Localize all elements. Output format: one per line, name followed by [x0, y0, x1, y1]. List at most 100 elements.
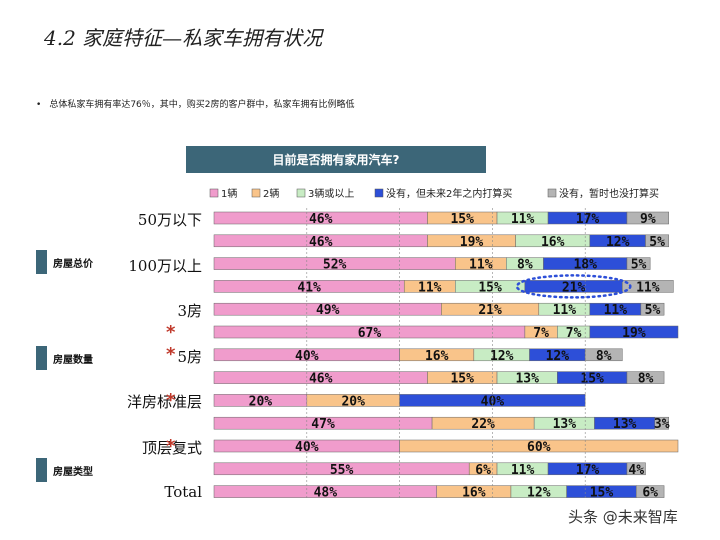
data-label: 13% — [515, 372, 539, 387]
star-marker: * — [166, 436, 176, 457]
page-title: 4.2 家庭特征—私家车拥有状况 — [44, 26, 323, 50]
data-label: 6% — [475, 463, 491, 478]
bullet-dot: • — [36, 100, 42, 110]
data-label: 16% — [541, 235, 565, 250]
data-label: 11% — [636, 280, 660, 295]
data-label: 15% — [478, 280, 502, 295]
data-label: 5% — [645, 303, 661, 318]
row-label: 洋房标准层 — [126, 393, 202, 412]
data-label: 52% — [323, 258, 347, 273]
data-label: 11% — [418, 280, 442, 295]
chart-title: 目前是否拥有家用汽车? — [186, 146, 486, 173]
row-label: 100万以上 — [128, 256, 202, 275]
bar-segment — [640, 302, 665, 316]
data-label: 11% — [553, 303, 577, 318]
data-label: 11% — [604, 303, 628, 318]
bar-segment — [645, 234, 669, 248]
highlight-ellipse — [515, 274, 632, 299]
data-label: 16% — [425, 349, 449, 364]
legend-label: 2辆 — [263, 187, 279, 200]
group-tag-type-label: 房屋类型 — [53, 466, 93, 478]
watermark: 头条 @未来智库 — [568, 508, 678, 526]
legend-swatch — [374, 188, 384, 198]
data-label: 11% — [469, 258, 493, 273]
group-tag-type: 房屋类型 — [36, 458, 154, 482]
data-label: 8% — [638, 372, 654, 387]
star-marker: * — [166, 322, 176, 343]
legend-swatch — [296, 188, 306, 198]
group-tag-quantity-label: 房屋数量 — [53, 354, 93, 366]
bar-segment — [626, 371, 665, 384]
bar-segment — [635, 485, 665, 498]
data-label: 12% — [490, 349, 514, 364]
data-label: 11% — [511, 463, 535, 478]
data-label: 16% — [462, 486, 486, 501]
data-label: 15% — [450, 212, 474, 227]
data-label: 3% — [654, 417, 670, 432]
row-label: 顶层复式 — [141, 439, 202, 457]
data-label: 6% — [642, 486, 658, 501]
data-label: 12% — [527, 486, 551, 501]
data-label: 15% — [450, 372, 474, 387]
summary-bullet: • 总体私家车拥有率达76％，其中，购买2房的客户群中，私家车拥有比例略低 — [36, 97, 355, 110]
data-label: 46% — [309, 372, 333, 387]
legend-label: 3辆或以上 — [308, 187, 354, 200]
bar-segment — [622, 280, 674, 293]
data-label: 49% — [316, 303, 340, 318]
data-label: 22% — [471, 417, 495, 432]
legend-swatch — [547, 188, 557, 198]
star-marker: * — [166, 344, 176, 365]
row-label: Total — [164, 482, 202, 501]
data-label: 20% — [341, 394, 365, 409]
data-label: 21% — [562, 280, 586, 295]
data-label: 7% — [533, 326, 549, 341]
data-label: 55% — [330, 463, 354, 478]
group-tag-price-label: 房屋总价 — [53, 258, 93, 270]
data-label: 17% — [576, 463, 600, 478]
row-label: 50万以下 — [137, 211, 202, 229]
data-label: 8% — [517, 258, 533, 273]
bar-segment — [589, 325, 679, 339]
legend-swatch — [209, 188, 219, 198]
row-label: 3房 — [177, 302, 202, 321]
star-marker: * — [166, 390, 176, 411]
bar-segment — [626, 211, 669, 225]
summary-text: 总体私家车拥有率达76％，其中，购买2房的客户群中，私家车拥有比例略低 — [49, 100, 355, 110]
data-label: 41% — [297, 280, 321, 295]
data-label: 9% — [640, 212, 656, 227]
data-label: 5% — [631, 258, 647, 273]
data-label: 47% — [311, 417, 335, 432]
data-label: 15% — [580, 372, 604, 387]
row-label: 5房 — [177, 347, 202, 366]
data-label: 60% — [527, 440, 551, 455]
group-tag-quantity: 房屋数量 — [36, 346, 154, 370]
group-tag-price: 房屋总价 — [36, 250, 154, 274]
data-label: 7% — [566, 326, 582, 341]
data-label: 48% — [314, 486, 338, 501]
bar-segment — [654, 416, 669, 430]
data-label: 4% — [628, 463, 644, 478]
data-label: 20% — [249, 394, 273, 409]
data-label: 5% — [649, 235, 665, 250]
data-label: 46% — [309, 212, 333, 227]
data-label: 8% — [596, 349, 612, 364]
legend-label: 没有，但未来2年之内打算买 — [386, 187, 512, 200]
data-label: 12% — [546, 349, 570, 364]
legend-swatch — [251, 188, 261, 198]
data-label: 11% — [511, 212, 535, 227]
data-label: 40% — [295, 440, 319, 455]
data-label: 12% — [606, 235, 630, 250]
data-label: 17% — [576, 212, 600, 227]
legend-label: 1辆 — [221, 187, 237, 200]
legend-label: 没有，暂时也没打算买 — [559, 187, 659, 200]
data-label: 19% — [460, 235, 484, 250]
data-label: 67% — [358, 326, 382, 341]
data-label: 13% — [553, 417, 577, 432]
data-label: 19% — [622, 326, 646, 341]
data-label: 15% — [590, 486, 614, 501]
bar-segment — [584, 348, 623, 362]
data-label: 13% — [613, 417, 637, 432]
data-label: 21% — [478, 303, 502, 318]
bar-segment — [626, 462, 646, 476]
